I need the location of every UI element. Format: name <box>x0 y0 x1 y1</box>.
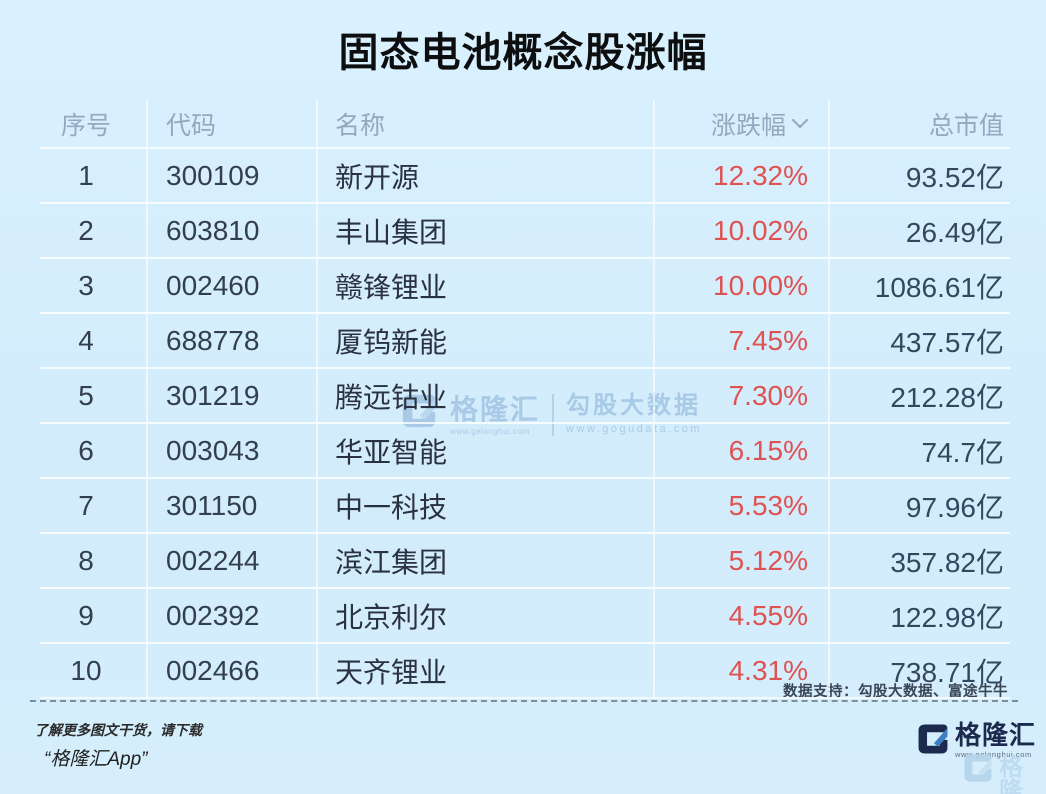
watermark-brand-block: 格隆汇 www.gelonghui.com <box>450 392 540 436</box>
watermark-partner-name: 勾股大数据 <box>566 392 702 419</box>
cell-market-cap: 437.57亿 <box>890 326 1004 358</box>
cell-index: 9 <box>40 589 148 642</box>
cell-index: 10 <box>40 644 148 697</box>
col-header-change[interactable]: 涨跌幅 <box>655 100 830 147</box>
table-row: 5 301219 腾远钴业 7.30% 212.28亿 <box>40 367 1010 422</box>
table-row: 9 002392 北京利尔 4.55% 122.98亿 <box>40 587 1010 642</box>
cell-market-cap: 74.7亿 <box>921 436 1005 468</box>
table-row: 3 002460 赣锋锂业 10.00% 1086.61亿 <box>40 257 1010 312</box>
promo-line1: 了解更多图文干货，请下载 <box>34 722 202 738</box>
table-row: 1 300109 新开源 12.32% 93.52亿 <box>40 147 1010 202</box>
cell-name: 新开源 <box>318 149 655 202</box>
stocks-table: 序号 代码 名称 涨跌幅 总市值 1 300109 新开源 12.32% 93.… <box>40 100 1010 699</box>
table-row: 8 002244 滨江集团 5.12% 357.82亿 <box>40 532 1010 587</box>
table-row: 10 002466 天齐锂业 4.31% 738.71亿 <box>40 642 1010 697</box>
cell-change: 5.12% <box>655 534 830 587</box>
gelonghui-watermark-corner: 格隆汇 <box>962 752 1046 794</box>
cell-change: 7.30% <box>655 369 830 422</box>
watermark-partner-block: 勾股大数据 www.gogudata.com <box>566 392 702 435</box>
dashed-divider <box>30 700 1018 702</box>
cell-name: 华亚智能 <box>318 424 655 477</box>
table-row: 4 688778 厦钨新能 7.45% 437.57亿 <box>40 312 1010 367</box>
watermark-brand-name: 格隆汇 <box>450 394 541 425</box>
cell-name: 赣锋锂业 <box>318 259 655 312</box>
watermark-brand-url: www.gelonghui.com <box>450 427 530 436</box>
cell-code: 301219 <box>148 369 318 422</box>
corner-brand-name: 格隆汇 <box>999 754 1024 794</box>
cell-name: 腾远钴业 <box>318 369 655 422</box>
gelonghui-logo-text: 格隆汇 www.gelonghui.com <box>955 722 1036 759</box>
cell-change: 4.55% <box>655 589 830 642</box>
cell-change: 12.32% <box>655 149 830 202</box>
cell-code: 688778 <box>148 314 318 367</box>
cell-code: 003043 <box>148 424 318 477</box>
cell-code: 301150 <box>148 479 318 532</box>
cell-change: 6.15% <box>655 424 830 477</box>
page-title: 固态电池概念股涨幅 <box>338 31 708 75</box>
cell-change: 7.45% <box>655 314 830 367</box>
cell-market-cap: 26.49亿 <box>905 216 1004 248</box>
cell-change: 10.00% <box>655 259 830 312</box>
promo-line2: “格隆汇App” <box>44 749 148 770</box>
cell-code: 002460 <box>148 259 318 312</box>
data-support-note: 数据支持：勾股大数据、富途牛牛 <box>783 684 1008 700</box>
cell-index: 7 <box>40 479 148 532</box>
cell-name: 厦钨新能 <box>318 314 655 367</box>
cell-change: 4.31% <box>655 644 830 697</box>
cell-name: 北京利尔 <box>318 589 655 642</box>
watermark-partner-url: www.gogudata.com <box>566 423 703 435</box>
col-header-index: 序号 <box>40 100 148 147</box>
gelonghui-logo-icon <box>916 722 950 761</box>
cell-market-cap: 1086.61亿 <box>874 271 1004 303</box>
cell-market-cap: 357.82亿 <box>890 546 1004 578</box>
table-row: 2 603810 丰山集团 10.02% 26.49亿 <box>40 202 1010 257</box>
chevron-down-icon[interactable] <box>792 118 808 129</box>
cell-market-cap: 122.98亿 <box>890 601 1004 633</box>
watermark-divider <box>552 394 555 436</box>
cell-code: 300109 <box>148 149 318 202</box>
cell-name: 滨江集团 <box>318 534 655 587</box>
cell-name: 丰山集团 <box>318 204 655 257</box>
col-header-code: 代码 <box>148 100 318 147</box>
cell-index: 6 <box>40 424 148 477</box>
cell-market-cap: 93.52亿 <box>905 161 1004 193</box>
cell-index: 2 <box>40 204 148 257</box>
brand-url: www.gelonghui.com <box>955 750 1032 759</box>
cell-market-cap: 97.96亿 <box>905 491 1004 523</box>
table-header-row: 序号 代码 名称 涨跌幅 总市值 <box>40 100 1010 147</box>
gelonghui-logo-icon <box>962 752 994 789</box>
cell-name: 中一科技 <box>318 479 655 532</box>
cell-index: 5 <box>40 369 148 422</box>
table-row: 6 003043 华亚智能 6.15% 74.7亿 <box>40 422 1010 477</box>
gelonghui-logo: 格隆汇 www.gelonghui.com <box>916 722 1036 761</box>
col-header-change-label: 涨跌幅 <box>710 111 786 140</box>
cell-change: 5.53% <box>655 479 830 532</box>
cell-index: 3 <box>40 259 148 312</box>
cell-change: 10.02% <box>655 204 830 257</box>
center-watermark: 格隆汇 www.gelonghui.com 勾股大数据 www.gogudata… <box>400 392 702 436</box>
cell-market-cap: 212.28亿 <box>890 381 1004 413</box>
col-header-name: 名称 <box>318 100 655 147</box>
cell-index: 4 <box>40 314 148 367</box>
cell-name: 天齐锂业 <box>318 644 655 697</box>
cell-index: 8 <box>40 534 148 587</box>
brand-name: 格隆汇 <box>955 720 1037 750</box>
table-row: 7 301150 中一科技 5.53% 97.96亿 <box>40 477 1010 532</box>
cell-code: 603810 <box>148 204 318 257</box>
cell-code: 002244 <box>148 534 318 587</box>
cell-code: 002392 <box>148 589 318 642</box>
cell-market-cap: 738.71亿 <box>890 656 1004 688</box>
gelonghui-logo-icon <box>400 392 438 435</box>
cell-index: 1 <box>40 149 148 202</box>
col-header-market-cap: 总市值 <box>928 111 1004 140</box>
cell-code: 002466 <box>148 644 318 697</box>
